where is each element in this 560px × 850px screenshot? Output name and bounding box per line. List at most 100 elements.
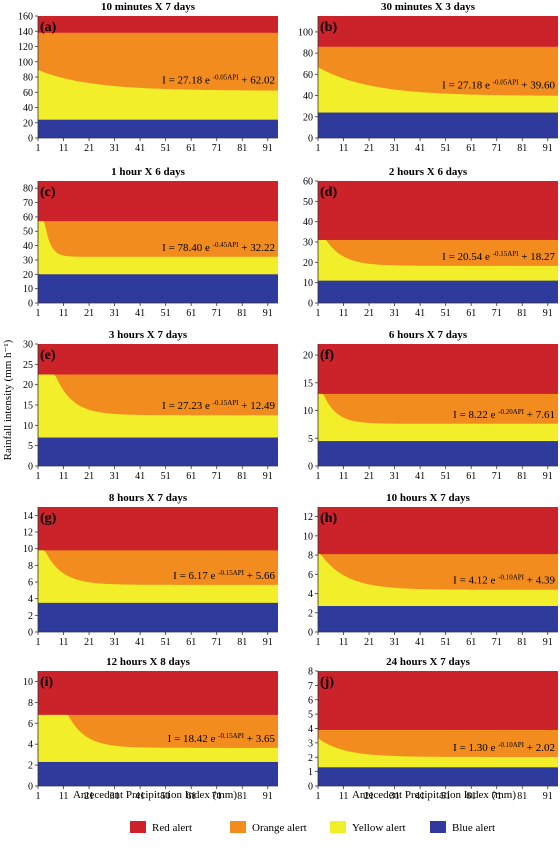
y-tick-label: 6 <box>308 695 313 706</box>
x-tick-label: 11 <box>339 143 349 154</box>
panel-tag: (i) <box>40 675 54 690</box>
equation-prefix: I = 1.30 e <box>453 742 498 754</box>
y-tick-label: 160 <box>18 12 33 23</box>
x-tick-label: 1 <box>36 143 41 154</box>
y-tick-label: 0 <box>308 299 313 310</box>
equation-suffix: + 39.60 <box>519 79 556 91</box>
y-tick-label: 60 <box>303 177 313 188</box>
equation-prefix: I = 8.22 e <box>453 409 498 421</box>
panel-tag: (h) <box>320 511 337 526</box>
equation: I = 18.42 e -0.15API + 3.65 <box>168 732 276 745</box>
x-tick-label: 41 <box>135 471 145 482</box>
legend-label-blue: Blue alert <box>452 822 495 834</box>
x-tick-label: 81 <box>517 791 527 802</box>
x-tick-label: 61 <box>186 308 196 319</box>
panel-title: 8 hours X 7 days <box>109 492 188 504</box>
x-tick-label: 31 <box>110 637 120 648</box>
x-tick-label: 11 <box>59 471 69 482</box>
equation: I = 20.54 e -0.15API + 18.27 <box>442 250 555 263</box>
x-tick-label: 81 <box>517 143 527 154</box>
y-tick-label: 30 <box>23 255 33 266</box>
x-tick-label: 61 <box>186 471 196 482</box>
x-tick-label: 1 <box>316 637 321 648</box>
equation: I = 1.30 e -0.10API + 2.02 <box>453 741 555 754</box>
x-axis-label-left: Antecedent Precipitation Index (mm) <box>73 789 237 801</box>
x-tick-label: 91 <box>543 791 553 802</box>
y-tick-label: 40 <box>303 217 313 228</box>
x-tick-label: 41 <box>135 308 145 319</box>
x-tick-label: 61 <box>186 791 196 802</box>
y-tick-label: 0 <box>308 462 313 473</box>
x-tick-label: 21 <box>84 308 94 319</box>
panel-tag: (g) <box>40 511 57 526</box>
y-tick-label: 4 <box>28 594 33 605</box>
x-tick-label: 1 <box>36 471 41 482</box>
y-tick-label: 60 <box>303 70 313 81</box>
panel-tag: (c) <box>40 185 56 200</box>
y-tick-label: 8 <box>28 698 33 709</box>
x-tick-label: 21 <box>84 637 94 648</box>
x-tick-label: 91 <box>543 143 553 154</box>
x-tick-label: 51 <box>441 308 451 319</box>
equation-exponent: -0.45API <box>213 241 240 249</box>
x-tick-label: 91 <box>543 637 553 648</box>
y-tick-label: 10 <box>23 421 33 432</box>
blue-alert-zone <box>318 767 558 786</box>
x-tick-label: 51 <box>161 791 171 802</box>
y-axis-label: Rainfall intensity (mm h⁻¹) <box>2 339 14 460</box>
y-tick-label: 0 <box>28 134 33 145</box>
y-tick-label: 1 <box>308 767 313 778</box>
x-tick-label: 91 <box>543 308 553 319</box>
legend-label-red: Red alert <box>152 822 192 834</box>
y-tick-label: 7 <box>308 681 313 692</box>
x-tick-label: 21 <box>84 791 94 802</box>
panel-title: 3 hours X 7 days <box>109 329 188 341</box>
x-tick-label: 81 <box>517 308 527 319</box>
x-tick-label: 71 <box>492 143 502 154</box>
x-axis-label-right: Antecedent Precipitation Index (mm) <box>352 789 516 801</box>
panel-title: 12 hours X 8 days <box>106 656 190 668</box>
blue-alert-zone <box>38 437 278 466</box>
x-tick-label: 11 <box>59 143 69 154</box>
x-tick-label: 71 <box>492 791 502 802</box>
legend-label-orange: Orange alert <box>252 822 307 834</box>
equation-exponent: -0.10API <box>498 741 525 749</box>
x-tick-label: 31 <box>390 143 400 154</box>
blue-alert-zone <box>38 602 278 632</box>
y-tick-label: 15 <box>303 378 313 389</box>
x-tick-label: 51 <box>441 637 451 648</box>
equation-exponent: -0.10API <box>498 574 525 582</box>
x-tick-label: 11 <box>339 791 349 802</box>
x-tick-label: 91 <box>263 637 273 648</box>
x-tick-label: 21 <box>364 143 374 154</box>
y-tick-label: 70 <box>23 198 33 209</box>
legend-swatch-yellow <box>330 821 346 833</box>
equation-exponent: -0.15API <box>493 250 520 258</box>
panel-title: 6 hours X 7 days <box>389 329 468 341</box>
x-tick-label: 21 <box>84 471 94 482</box>
equation-prefix: I = 4.12 e <box>453 575 498 587</box>
legend-swatch-blue <box>430 821 446 833</box>
equation-suffix: + 12.49 <box>239 400 276 412</box>
equation-prefix: I = 27.18 e <box>442 79 493 91</box>
equation: I = 8.22 e -0.20API + 7.61 <box>453 408 555 421</box>
panel-title: 1 hour X 6 days <box>111 166 185 178</box>
x-tick-label: 31 <box>390 308 400 319</box>
y-tick-label: 40 <box>23 103 33 114</box>
equation-prefix: I = 20.54 e <box>442 251 493 263</box>
panel-title: 30 minutes X 3 days <box>381 1 476 13</box>
x-tick-label: 51 <box>161 637 171 648</box>
x-tick-label: 21 <box>364 637 374 648</box>
y-tick-label: 4 <box>308 589 313 600</box>
equation: I = 27.18 e -0.05API + 39.60 <box>442 78 555 91</box>
x-tick-label: 41 <box>135 791 145 802</box>
equation: I = 27.18 e -0.05API + 62.02 <box>162 74 275 87</box>
equation-exponent: -0.20API <box>498 408 525 416</box>
y-tick-label: 14 <box>23 511 33 522</box>
y-tick-label: 50 <box>23 227 33 238</box>
x-tick-label: 41 <box>135 637 145 648</box>
